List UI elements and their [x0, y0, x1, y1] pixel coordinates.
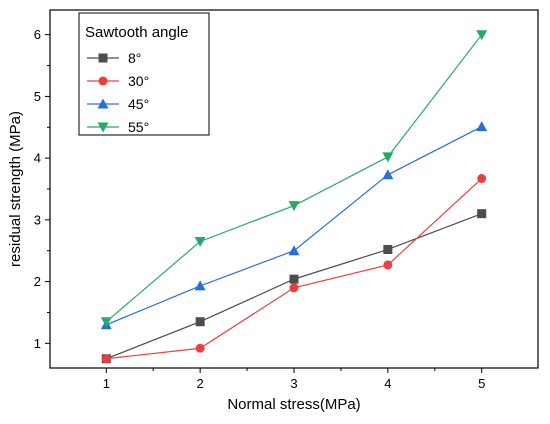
- y-axis-label: residual strength (MPa): [7, 111, 24, 267]
- data-point: [476, 121, 488, 132]
- y-tick-label: 5: [34, 89, 41, 104]
- data-point: [194, 280, 206, 291]
- legend-label: 45°: [128, 96, 149, 112]
- data-point: [195, 343, 205, 353]
- data-point: [383, 260, 393, 270]
- x-tick-label: 3: [290, 376, 297, 391]
- data-point: [289, 283, 299, 293]
- y-tick-label: 1: [34, 336, 41, 351]
- x-axis-label: Normal stress(MPa): [227, 396, 360, 413]
- series-3: [100, 121, 488, 330]
- data-point: [477, 209, 487, 219]
- data-point: [477, 174, 487, 184]
- data-point: [383, 244, 393, 254]
- legend-marker: [98, 53, 108, 63]
- x-tick-label: 1: [103, 376, 110, 391]
- data-point: [288, 201, 300, 212]
- axes: 1 2 3 4 5 1 2 3 4 5 6: [34, 9, 539, 391]
- x-tick-label: 5: [478, 376, 485, 391]
- legend-entry-2: 30°: [87, 73, 149, 89]
- y-tick-label: 3: [34, 212, 41, 227]
- legend-box: [78, 12, 210, 136]
- legend-label: 8°: [128, 50, 141, 66]
- data-point: [100, 317, 112, 328]
- data-point: [195, 317, 205, 327]
- x-tick-label: 2: [197, 376, 204, 391]
- legend: Sawtooth angle 8° 30° 45° 55°: [78, 12, 210, 136]
- series-line: [106, 126, 482, 326]
- y-tick-label: 4: [34, 151, 41, 166]
- data-point: [194, 236, 206, 247]
- x-tick-label: 4: [384, 376, 391, 391]
- legend-title: Sawtooth angle: [85, 24, 188, 41]
- series-2: [101, 174, 487, 364]
- legend-label: 55°: [128, 119, 149, 135]
- legend-marker: [98, 76, 108, 86]
- series-4: [100, 30, 488, 328]
- data-point: [382, 169, 394, 180]
- data-point: [289, 274, 299, 284]
- data-point: [382, 152, 394, 163]
- series-layer: [100, 30, 488, 364]
- data-point: [101, 354, 111, 364]
- data-point: [476, 30, 488, 41]
- data-point: [288, 245, 300, 256]
- legend-entry-3: 45°: [87, 96, 149, 112]
- legend-marker: [97, 98, 109, 109]
- legend-marker: [97, 122, 109, 133]
- legend-entry-1: 8°: [87, 50, 141, 66]
- y-tick-label: 2: [34, 274, 41, 289]
- y-tick-label: 6: [34, 27, 41, 42]
- legend-label: 30°: [128, 73, 149, 89]
- legend-entry-4: 55°: [87, 119, 149, 135]
